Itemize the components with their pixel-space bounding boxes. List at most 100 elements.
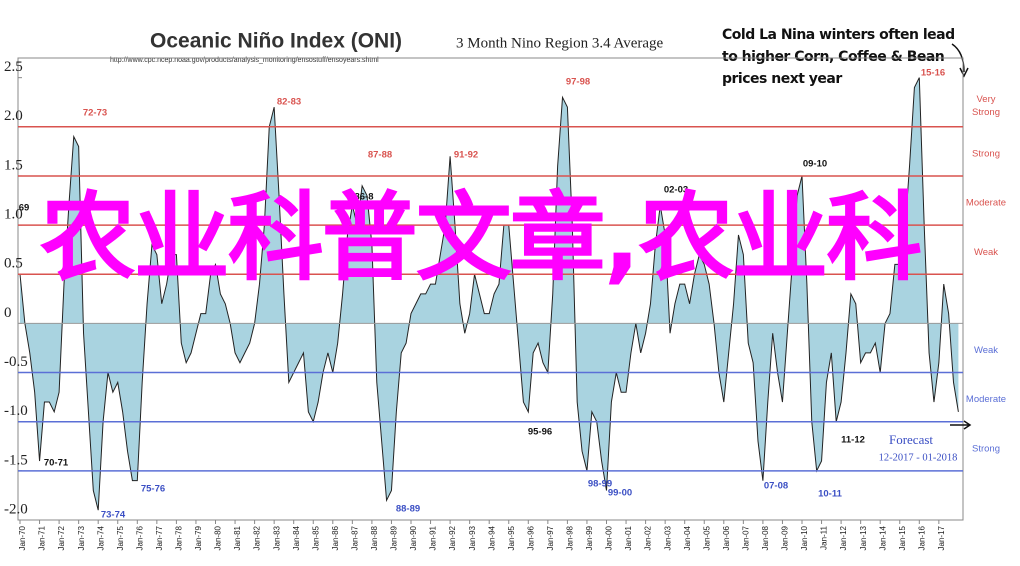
y-tick-label: -1.0 <box>4 403 28 419</box>
x-tick-label: Jan-77 <box>155 525 164 550</box>
event-label: 95-96 <box>528 427 552 438</box>
x-tick-label: Jan-82 <box>253 525 262 550</box>
x-tick-label: Jan-85 <box>311 525 320 550</box>
event-label: 09-10 <box>803 159 827 170</box>
y-tick-label: 1.5 <box>4 157 23 173</box>
y-tick-label: 2.0 <box>4 108 23 124</box>
x-tick-label: Jan-16 <box>917 525 926 550</box>
x-tick-label: Jan-83 <box>272 525 281 550</box>
x-tick-label: Jan-99 <box>585 525 594 550</box>
x-tick-label: Jan-81 <box>233 525 242 550</box>
x-tick-label: Jan-94 <box>487 525 496 550</box>
x-tick-label: Jan-97 <box>546 525 555 550</box>
x-tick-label: Jan-05 <box>702 525 711 550</box>
x-tick-label: Jan-08 <box>761 525 770 550</box>
arrow-head <box>959 67 969 78</box>
x-tick-label: Jan-92 <box>448 525 457 550</box>
x-tick-label: Jan-73 <box>77 525 86 550</box>
event-label: 87-88 <box>368 150 392 161</box>
x-tick-label: Jan-93 <box>468 525 477 550</box>
x-tick-label: Jan-15 <box>898 525 907 550</box>
event-label: 07-08 <box>764 481 788 492</box>
x-tick-label: Jan-14 <box>878 525 887 550</box>
plot-frame <box>17 57 964 521</box>
threshold-label: Weak <box>974 345 998 356</box>
event-label: Forecast <box>889 432 933 447</box>
x-tick-label: Jan-78 <box>175 525 184 550</box>
event-label: 99-00 <box>608 488 632 499</box>
event-label: 91-92 <box>454 150 478 161</box>
threshold-label: Weak <box>974 247 998 258</box>
annotation-box: Cold La Nina winters often lead to highe… <box>722 27 955 87</box>
x-tick-label: Jan-96 <box>526 525 535 550</box>
x-tick-label: Jan-09 <box>781 525 790 550</box>
x-tick-label: Jan-11 <box>820 525 829 549</box>
x-tick-label: Jan-86 <box>331 525 340 550</box>
threshold-label-line: Strong <box>972 106 1000 117</box>
x-tick-label: Jan-12 <box>839 525 848 550</box>
event-label: 12-2017 - 01-2018 <box>879 452 958 463</box>
x-tick-label: Jan-91 <box>429 525 438 550</box>
x-tick-label: Jan-07 <box>741 525 750 550</box>
x-tick-label: Jan-03 <box>663 525 672 550</box>
y-tick-label: 1.0 <box>4 207 23 223</box>
x-tick-label: Jan-80 <box>214 525 223 550</box>
x-tick-label: Jan-70 <box>18 525 27 550</box>
x-tick-label: Jan-13 <box>859 525 868 550</box>
x-tick-label: Jan-76 <box>135 525 144 550</box>
event-label: 10-11 <box>818 489 842 500</box>
y-tick-label: 0.5 <box>4 256 23 272</box>
y-tick-label: 0 <box>4 305 12 321</box>
x-tick-label: Jan-89 <box>390 525 399 550</box>
threshold-label: Moderate <box>966 198 1006 209</box>
event-label: 72-73 <box>83 108 107 119</box>
chart-subtitle: 3 Month Nino Region 3.4 Average <box>456 35 664 51</box>
event-label: 70-71 <box>44 458 69 469</box>
x-tick-label: Jan-88 <box>370 525 379 550</box>
forecast-arrow <box>950 420 972 430</box>
threshold-label: Strong <box>972 148 1000 159</box>
chart-title: Oceanic Niño Index (ONI) <box>150 30 402 53</box>
threshold-label: Very Strong <box>972 93 1000 117</box>
x-tick-label: Jan-98 <box>566 525 575 550</box>
y-tick-label: -1.5 <box>4 452 28 468</box>
source-url: http://www.cpc.ncep.noaa.gov/products/an… <box>110 57 379 64</box>
x-tick-label: Jan-00 <box>605 525 614 550</box>
event-label: 86-8 <box>354 192 373 203</box>
x-tick-label: Jan-10 <box>800 525 809 550</box>
overlay-text: 农业科普文章,农业科 <box>39 182 922 294</box>
x-tick-label: Jan-71 <box>38 525 47 550</box>
threshold-label: Moderate <box>966 394 1006 405</box>
x-tick-label: Jan-06 <box>722 525 731 550</box>
x-tick-label: Jan-04 <box>683 525 692 550</box>
event-label: 73-74 <box>101 510 126 521</box>
event-label: 98-99 <box>588 479 612 490</box>
event-label: 02-03 <box>664 185 688 196</box>
x-tick-label: Jan-95 <box>507 525 516 550</box>
event-label: 11-12 <box>841 435 865 446</box>
x-tick-label: Jan-72 <box>57 525 66 550</box>
threshold-label-line: Very <box>976 93 995 104</box>
x-tick-label: Jan-74 <box>96 525 105 550</box>
y-tick-label: 2.5 <box>4 59 23 75</box>
x-tick-label: Jan-02 <box>644 525 653 550</box>
event-label: 15-16 <box>921 68 945 79</box>
x-tick-label: Jan-79 <box>194 525 203 550</box>
annotation: Cold La Nina winters often lead to highe… <box>722 27 955 87</box>
event-label: 88-89 <box>396 504 420 515</box>
x-tick-label: Jan-90 <box>409 525 418 550</box>
x-tick-label: Jan-84 <box>292 525 301 550</box>
threshold-label: Strong <box>972 443 1000 454</box>
event-label: 82-83 <box>277 97 301 108</box>
y-tick-label: -0.5 <box>4 354 28 370</box>
x-tick-label: Jan-17 <box>937 525 946 550</box>
x-tick-label: Jan-01 <box>624 525 633 550</box>
event-label: 97-98 <box>566 77 590 88</box>
event-label: 69 <box>19 203 30 214</box>
y-tick-label: -2.0 <box>4 501 28 517</box>
arrow <box>951 43 965 73</box>
x-tick-label: Jan-75 <box>116 525 125 550</box>
x-tick-label: Jan-87 <box>350 525 359 550</box>
